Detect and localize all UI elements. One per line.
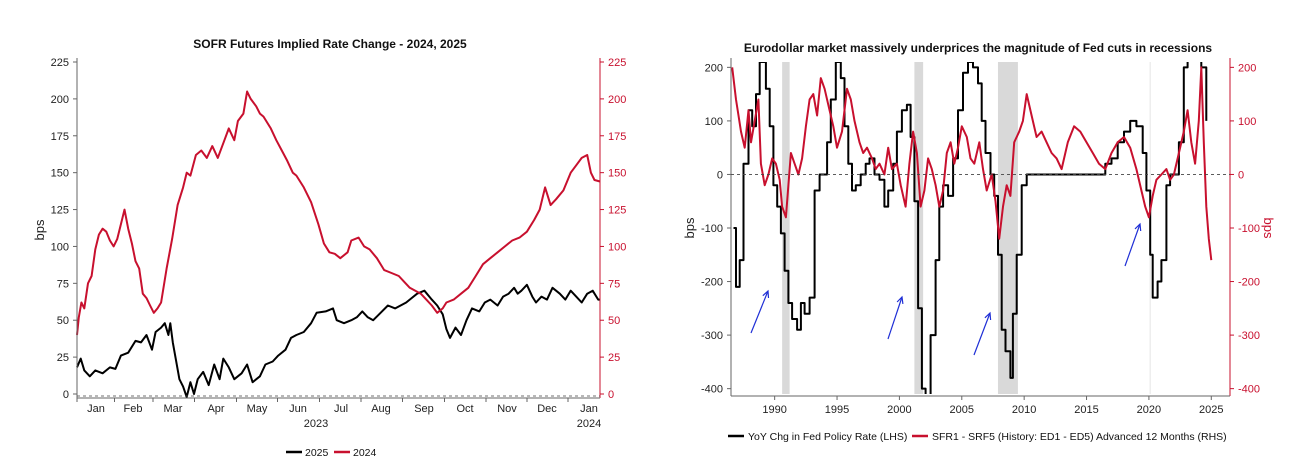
- legend-label-fed-policy: YoY Chg in Fed Policy Rate (LHS): [748, 431, 907, 443]
- right-y-tick-label: -300: [1238, 330, 1260, 342]
- right-chart: Eurodollar market massively underprices …: [682, 41, 1276, 443]
- series-line-2025: [76, 283, 600, 398]
- left-y-tick-label: 0: [63, 389, 69, 401]
- left-y-tick-label: 0: [717, 169, 723, 181]
- right-y-tick-label: 100: [1238, 116, 1256, 128]
- x-tick-label: Feb: [124, 403, 143, 415]
- x-tick-label: Oct: [456, 403, 473, 415]
- annotation-arrow-head: [762, 289, 770, 299]
- recession-shade: [782, 62, 790, 394]
- left-y-tick-label: 100: [51, 241, 69, 253]
- left-y-tick-label: 150: [51, 168, 69, 180]
- x-tick-label: Jun: [289, 403, 307, 415]
- right-y-tick-label: -400: [1238, 384, 1260, 396]
- right-y-tick-label: 225: [608, 57, 626, 69]
- left-y-tick-label: 50: [57, 315, 69, 327]
- x-tick-label: Jan: [87, 403, 105, 415]
- left-y-tick-label: -200: [701, 277, 723, 289]
- x-tick-label: May: [247, 403, 268, 415]
- right-y-tick-label: 150: [608, 168, 626, 180]
- legend-label-sfr: SFR1 - SRF5 (History: ED1 - ED5) Advance…: [932, 431, 1227, 443]
- x-tick-label: Jan: [580, 403, 598, 415]
- right-y-tick-label: 100: [608, 241, 626, 253]
- x-tick-label: Nov: [497, 403, 517, 415]
- left-chart-title: SOFR Futures Implied Rate Change - 2024,…: [193, 37, 467, 51]
- annotation-arrow-head: [1134, 222, 1142, 232]
- right-chart-legend: YoY Chg in Fed Policy Rate (LHS) SFR1 - …: [728, 431, 1227, 443]
- left-y-tick-label: 75: [57, 278, 69, 290]
- x-tick-label: Sep: [414, 403, 434, 415]
- x-year-label-2023: 2023: [304, 418, 328, 430]
- right-y-tick-label: -100: [1238, 223, 1260, 235]
- x-tick-label: Jul: [334, 403, 348, 415]
- x-tick-label: Aug: [371, 403, 391, 415]
- x-tick-label: 2015: [1074, 404, 1098, 416]
- annotation-arrows: [750, 222, 1142, 356]
- left-chart-ylabel: bps: [32, 219, 47, 240]
- x-tick-label: 2005: [950, 404, 974, 416]
- left-y-tick-label: -300: [701, 330, 723, 342]
- right-chart-y2label: bps: [1261, 218, 1276, 239]
- right-y-tick-label: 50: [608, 315, 620, 327]
- right-y-tick-label: -200: [1238, 277, 1260, 289]
- right-y-tick-label: 25: [608, 352, 620, 364]
- right-y-tick-label: 75: [608, 278, 620, 290]
- recession-shade: [997, 62, 1018, 394]
- annotation-arrow-head: [984, 311, 992, 321]
- series-line-fed-policy: [733, 62, 1208, 394]
- legend-label-2025: 2025: [305, 447, 329, 459]
- x-tick-label: Mar: [164, 403, 183, 415]
- x-tick-label: 1995: [825, 404, 849, 416]
- x-tick-label: Dec: [537, 403, 557, 415]
- series-line-sfr: [731, 66, 1213, 261]
- x-tick-label: Apr: [207, 403, 224, 415]
- annotation-arrow-head: [896, 295, 904, 304]
- right-y-tick-label: 200: [1238, 62, 1256, 74]
- left-y-tick-label: -100: [701, 223, 723, 235]
- left-y-tick-label: 125: [51, 205, 69, 217]
- left-y-tick-label: -400: [701, 384, 723, 396]
- x-tick-label: 2025: [1199, 404, 1223, 416]
- legend-label-2024: 2024: [353, 447, 377, 459]
- x-year-label-2024: 2024: [577, 418, 601, 430]
- left-y-tick-label: 25: [57, 352, 69, 364]
- left-y-tick-label: 200: [705, 62, 723, 74]
- right-chart-ylabel: bps: [682, 217, 697, 238]
- left-y-tick-label: 200: [51, 94, 69, 106]
- left-chart-legend: 2025 2024: [286, 447, 377, 459]
- right-y-tick-label: 0: [608, 389, 614, 401]
- left-y-tick-label: 100: [705, 116, 723, 128]
- left-chart: SOFR Futures Implied Rate Change - 2024,…: [32, 37, 626, 459]
- series-line-2024: [76, 90, 601, 336]
- right-chart-title: Eurodollar market massively underprices …: [744, 41, 1212, 55]
- right-y-tick-label: 0: [1238, 169, 1244, 181]
- right-y-tick-label: 200: [608, 94, 626, 106]
- x-tick-label: 2000: [887, 404, 911, 416]
- right-y-tick-label: 125: [608, 205, 626, 217]
- annotation-arrow: [1124, 223, 1141, 267]
- annotation-arrow: [973, 312, 991, 356]
- right-y-tick-label: 175: [608, 131, 626, 143]
- x-tick-label: 1990: [762, 404, 786, 416]
- left-y-tick-label: 175: [51, 131, 69, 143]
- x-tick-label: 2010: [1012, 404, 1036, 416]
- left-y-tick-label: 225: [51, 57, 69, 69]
- x-tick-label: 2020: [1137, 404, 1161, 416]
- annotation-arrow: [750, 290, 769, 334]
- annotation-arrow: [887, 296, 903, 340]
